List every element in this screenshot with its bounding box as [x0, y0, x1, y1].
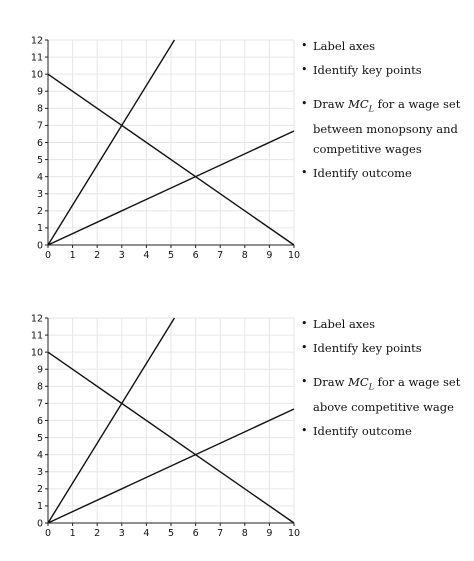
- top-chart-y-tick-label-0: 0: [37, 240, 43, 251]
- instruction-text: Identify key points: [313, 63, 422, 77]
- instruction-text-post: for a wage set above competitive wage: [313, 375, 461, 415]
- mc-symbol-subscript: L: [368, 382, 374, 392]
- top-chart-series-line-1: [47, 39, 176, 246]
- instruction-item-outcome: • Identify outcome: [300, 421, 474, 441]
- bottom-chart-x-tick-label-1: 1: [70, 528, 76, 539]
- bottom-chart-x-tick-label-10: 10: [288, 528, 300, 539]
- bottom-chart-series-line-1: [47, 317, 176, 524]
- top-chart-x-tick-label-5: 5: [168, 250, 174, 261]
- top-chart-series-line-3: [47, 130, 295, 246]
- top-chart-y-tick-label-4: 4: [37, 172, 43, 183]
- top-instruction-list: • Label axes • Identify key points • Draw M…: [300, 36, 474, 187]
- bottom-chart-y-tick-label-6: 6: [37, 416, 43, 427]
- top-chart-x-tick-label-9: 9: [266, 250, 272, 261]
- bottom-chart-x-tick-label-7: 7: [217, 528, 223, 539]
- bottom-chart-x-tick-label-4: 4: [143, 528, 149, 539]
- top-chart-y-tick-label-9: 9: [37, 87, 43, 98]
- bullet-icon: •: [301, 375, 308, 388]
- instruction-text: Identify outcome: [313, 166, 412, 181]
- instruction-text-post: for a wage set between monopsony and com…: [313, 97, 461, 157]
- mc-symbol-main: MC: [348, 375, 369, 389]
- top-panel: 0 1 2 3 4 5 6 7 8 9 10 0 1 2 3 4 5 6 7 8 9 10 11 12 • Label axes…: [0, 28, 474, 268]
- top-chart-x-tick-label-2: 2: [94, 250, 100, 261]
- top-chart-y-tick-label-2: 2: [37, 206, 43, 217]
- instruction-item-label-axes: • Label axes: [300, 36, 474, 56]
- mc-symbol: MCL: [348, 97, 374, 114]
- bottom-chart-x-tick-label-5: 5: [168, 528, 174, 539]
- bottom-chart-y-tick-label-0: 0: [37, 518, 43, 529]
- top-chart-y-tick-label-12: 12: [31, 35, 43, 46]
- top-chart-x-tick-label-1: 1: [70, 250, 76, 261]
- bottom-chart-y-tick-label-5: 5: [37, 433, 43, 444]
- instruction-text: Label axes: [313, 39, 376, 53]
- top-chart: 0 1 2 3 4 5 6 7 8 9 10 0 1 2 3 4 5 6 7 8 9 10 11 12: [18, 28, 308, 268]
- top-chart-x-tick-label-10: 10: [288, 250, 300, 261]
- top-chart-series-line-2: [47, 73, 295, 246]
- instruction-item-draw-mcl: • Draw MCL for a wage set above competiti…: [300, 372, 474, 417]
- bullet-icon: •: [301, 166, 308, 180]
- top-chart-y-tick-label-10: 10: [31, 69, 43, 80]
- bullet-icon: •: [301, 424, 308, 438]
- bottom-chart-y-tick-label-11: 11: [31, 330, 43, 341]
- bottom-instruction-list: • Label axes • Identify key points • Draw M…: [300, 314, 474, 445]
- instruction-text: Identify key points: [313, 341, 422, 355]
- mc-symbol-subscript: L: [368, 104, 374, 114]
- mc-symbol: MCL: [348, 375, 374, 392]
- bottom-chart-y-tick-label-10: 10: [31, 347, 43, 358]
- top-chart-y-tick-label-6: 6: [37, 138, 43, 149]
- top-chart-y-tick-label-8: 8: [37, 104, 43, 115]
- instruction-text: Label axes: [313, 317, 376, 331]
- top-chart-y-tick-label-1: 1: [37, 223, 43, 234]
- bottom-panel: 0 1 2 3 4 5 6 7 8 9 10 0 1 2 3 4 5 6 7 8 9 10 11 12 • Label axes…: [0, 306, 474, 546]
- bottom-chart-y-tick-label-7: 7: [37, 399, 43, 410]
- instruction-text-pre: Draw: [313, 375, 349, 389]
- top-chart-x-tick-label-4: 4: [143, 250, 149, 261]
- top-chart-x-tick-label-8: 8: [242, 250, 248, 261]
- top-chart-y-tick-label-3: 3: [37, 189, 43, 200]
- bottom-chart-y-tick-label-4: 4: [37, 450, 43, 461]
- top-chart-x-tick-label-3: 3: [119, 250, 125, 261]
- top-chart-y-tick-label-11: 11: [31, 52, 43, 63]
- bullet-icon: •: [301, 97, 308, 110]
- top-chart-x-tick-label-0: 0: [45, 250, 51, 261]
- instruction-item-key-points: • Identify key points: [300, 338, 474, 358]
- bottom-chart-y-tick-label-3: 3: [37, 467, 43, 478]
- bottom-chart-y-tick-label-2: 2: [37, 484, 43, 495]
- instruction-text-pre: Draw: [313, 97, 349, 111]
- instruction-item-label-axes: • Label axes: [300, 314, 474, 334]
- mc-symbol-main: MC: [348, 97, 369, 111]
- bottom-chart: 0 1 2 3 4 5 6 7 8 9 10 0 1 2 3 4 5 6 7 8 9 10 11 12: [18, 306, 308, 546]
- bullet-icon: •: [301, 341, 308, 354]
- top-chart-y-tick-label-7: 7: [37, 121, 43, 132]
- bottom-chart-y-tick-label-8: 8: [37, 382, 43, 393]
- bottom-chart-y-tick-label-1: 1: [37, 501, 43, 512]
- bottom-chart-x-tick-label-9: 9: [266, 528, 272, 539]
- bottom-chart-y-tick-label-9: 9: [37, 365, 43, 376]
- instruction-item-outcome: • Identify outcome: [300, 163, 474, 183]
- top-chart-x-tick-label-6: 6: [193, 250, 199, 261]
- bottom-chart-y-tick-label-12: 12: [31, 313, 43, 324]
- bottom-chart-x-tick-label-3: 3: [119, 528, 125, 539]
- top-chart-x-tick-label-7: 7: [217, 250, 223, 261]
- bottom-chart-x-tick-label-6: 6: [193, 528, 199, 539]
- bottom-chart-series-line-2: [47, 351, 295, 524]
- top-chart-y-tick-label-5: 5: [37, 155, 43, 166]
- bullet-icon: •: [301, 317, 308, 330]
- bottom-chart-x-tick-label-8: 8: [242, 528, 248, 539]
- bullet-icon: •: [301, 39, 308, 52]
- bottom-chart-x-tick-label-0: 0: [45, 528, 51, 539]
- instruction-text: Identify outcome: [313, 424, 412, 439]
- bottom-chart-x-tick-label-2: 2: [94, 528, 100, 539]
- bullet-icon: •: [301, 63, 308, 76]
- instruction-item-key-points: • Identify key points: [300, 60, 474, 80]
- bottom-chart-series-line-3: [47, 408, 295, 524]
- instruction-item-draw-mcl: • Draw MCL for a wage set between monopso…: [300, 94, 474, 159]
